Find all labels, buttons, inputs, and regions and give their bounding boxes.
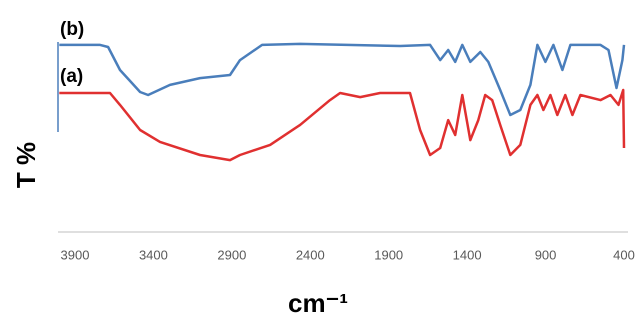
x-tick-label: 1400 xyxy=(453,247,482,262)
annotation: (a) xyxy=(60,66,83,87)
x-tick-label: 900 xyxy=(535,247,557,262)
x-tick-label: 2400 xyxy=(296,247,325,262)
annotation: (b) xyxy=(60,19,84,40)
x-tick-label: 2900 xyxy=(217,247,246,262)
series-line xyxy=(59,88,626,162)
x-tick-label: 400 xyxy=(613,247,635,262)
x-axis-label: cm⁻¹ xyxy=(288,288,348,318)
series-line xyxy=(59,42,626,117)
x-tick-label: 3900 xyxy=(61,247,90,262)
x-tick-label: 1900 xyxy=(374,247,403,262)
x-tick-label: 3400 xyxy=(139,247,168,262)
y-axis-label: T % xyxy=(11,142,41,188)
